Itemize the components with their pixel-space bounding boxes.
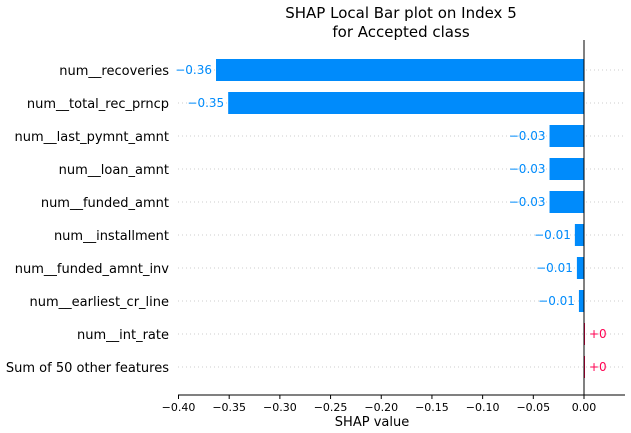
- chart-title-line-2: for Accepted class: [332, 23, 469, 41]
- x-tick-label: −0.20: [364, 401, 398, 414]
- x-tick-label: −0.35: [212, 401, 246, 414]
- chart-title-line-1: SHAP Local Bar plot on Index 5: [285, 4, 517, 22]
- x-tick-layer: −0.40 −0.35 −0.30 −0.25 −0.20 −0.15 −0.10 −0.05…: [162, 395, 597, 414]
- value-label: −0.01: [534, 228, 571, 242]
- value-label: −0.03: [509, 129, 546, 143]
- value-label: −0.01: [536, 261, 573, 275]
- x-tick-label: −0.15: [415, 401, 449, 414]
- value-label: −0.03: [509, 195, 546, 209]
- value-label: −0.01: [538, 294, 575, 308]
- feature-label: Sum of 50 other features: [6, 361, 169, 376]
- x-tick-label: −0.25: [314, 401, 348, 414]
- feature-label: num__recoveries: [59, 64, 169, 79]
- x-tick-label: −0.05: [516, 401, 550, 414]
- x-axis-label: SHAP value: [335, 415, 409, 430]
- bar: [228, 92, 584, 114]
- value-label: +0: [589, 360, 607, 374]
- bar: [576, 257, 584, 279]
- x-tick-label: −0.10: [466, 401, 500, 414]
- bar-layer: num__recoveries −0.36 num__total_rec_prncp…: [6, 59, 607, 378]
- feature-label: num__earliest_cr_line: [30, 295, 170, 310]
- bar: [549, 125, 584, 147]
- bar: [574, 224, 584, 246]
- value-label: −0.36: [175, 63, 212, 77]
- value-label: −0.03: [509, 162, 546, 176]
- x-tick-label: 0.00: [572, 401, 597, 414]
- bar: [216, 59, 585, 81]
- x-tick-label: −0.40: [162, 401, 196, 414]
- bar: [549, 158, 584, 180]
- bar: [578, 290, 584, 312]
- feature-label: num__installment: [54, 229, 169, 244]
- x-tick-label: −0.30: [263, 401, 297, 414]
- feature-label: num__funded_amnt: [41, 196, 169, 211]
- grid-layer: [178, 69, 625, 368]
- bar: [549, 191, 584, 213]
- feature-label: num__total_rec_prncp: [27, 97, 169, 112]
- value-label: −0.35: [187, 96, 224, 110]
- feature-label: num__loan_amnt: [59, 163, 169, 178]
- feature-label: num__last_pymnt_amnt: [14, 130, 169, 145]
- feature-label: num__funded_amnt_inv: [15, 262, 170, 277]
- value-label: +0: [589, 327, 607, 341]
- feature-label: num__int_rate: [77, 328, 169, 343]
